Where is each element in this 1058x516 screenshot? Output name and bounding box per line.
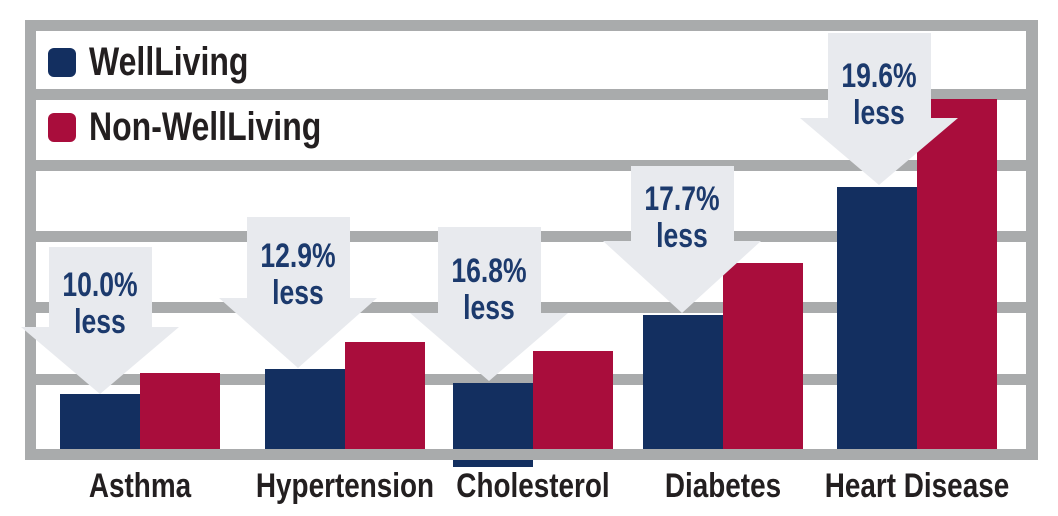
reduction-callout-text: 10.0% less — [38, 267, 161, 341]
bar-wellliving-heart-disease — [837, 187, 917, 449]
reduction-callout-text: 12.9% less — [236, 238, 359, 312]
chart-frame-top — [25, 20, 1038, 31]
reduction-percent: 12.9% — [260, 237, 336, 275]
category-label-cholesterol: Cholesterol — [456, 467, 610, 505]
arrow-shaft — [246, 217, 350, 298]
reduction-less-label: less — [853, 94, 905, 132]
arrow-down-icon — [603, 241, 761, 313]
reduction-percent: 16.8% — [451, 252, 527, 290]
category-label-asthma: Asthma — [88, 467, 192, 505]
reduction-arrow-asthma: 10.0% less — [21, 247, 179, 394]
reduction-arrow-diabetes: 17.7% less — [603, 166, 761, 313]
arrow-shaft — [827, 33, 931, 118]
reduction-less-label: less — [463, 289, 515, 327]
category-label-hypertension: Hypertension — [255, 467, 435, 505]
chart-frame-right — [1026, 20, 1038, 460]
legend-item-wellliving: WellLiving — [48, 40, 288, 84]
reduction-percent: 19.6% — [841, 57, 917, 95]
reduction-less-label: less — [272, 274, 324, 312]
arrow-down-icon — [410, 313, 568, 381]
reduction-percent: 17.7% — [644, 180, 720, 218]
reduction-arrow-cholesterol: 16.8% less — [410, 227, 568, 381]
non-wellliving-swatch-icon — [48, 112, 76, 142]
legend-label-wellliving: WellLiving — [89, 40, 249, 84]
wellliving-swatch-icon — [48, 47, 76, 77]
category-label-diabetes: Diabetes — [664, 467, 782, 505]
reduction-arrow-heart-disease: 19.6% less — [800, 33, 958, 185]
gridline — [25, 160, 1038, 171]
legend-item-non-wellliving: Non-WellLiving — [48, 105, 379, 149]
chart-frame-left — [25, 20, 36, 460]
bar-wellliving-diabetes — [643, 315, 723, 449]
arrow-down-icon — [219, 298, 377, 368]
category-label-heart-disease: Heart Disease — [824, 467, 1010, 505]
arrow-shaft — [437, 227, 541, 313]
arrow-down-icon — [21, 327, 179, 394]
bar-wellliving-asthma — [60, 394, 140, 449]
legend-label-non-wellliving: Non-WellLiving — [89, 105, 322, 149]
reduction-callout-text: 19.6% less — [817, 58, 940, 132]
gridline — [25, 89, 1038, 100]
reduction-less-label: less — [656, 217, 708, 255]
arrow-down-icon — [800, 118, 958, 185]
reduction-arrow-hypertension: 12.9% less — [219, 217, 377, 368]
reduction-less-label: less — [74, 303, 126, 341]
reduction-percent: 10.0% — [62, 266, 138, 304]
arrow-shaft — [48, 247, 152, 327]
reduction-callout-text: 16.8% less — [427, 253, 550, 327]
arrow-shaft — [630, 166, 734, 241]
bar-wellliving-hypertension — [265, 369, 345, 449]
chart-frame-bottom — [25, 449, 1038, 460]
reduction-callout-text: 17.7% less — [620, 181, 743, 255]
